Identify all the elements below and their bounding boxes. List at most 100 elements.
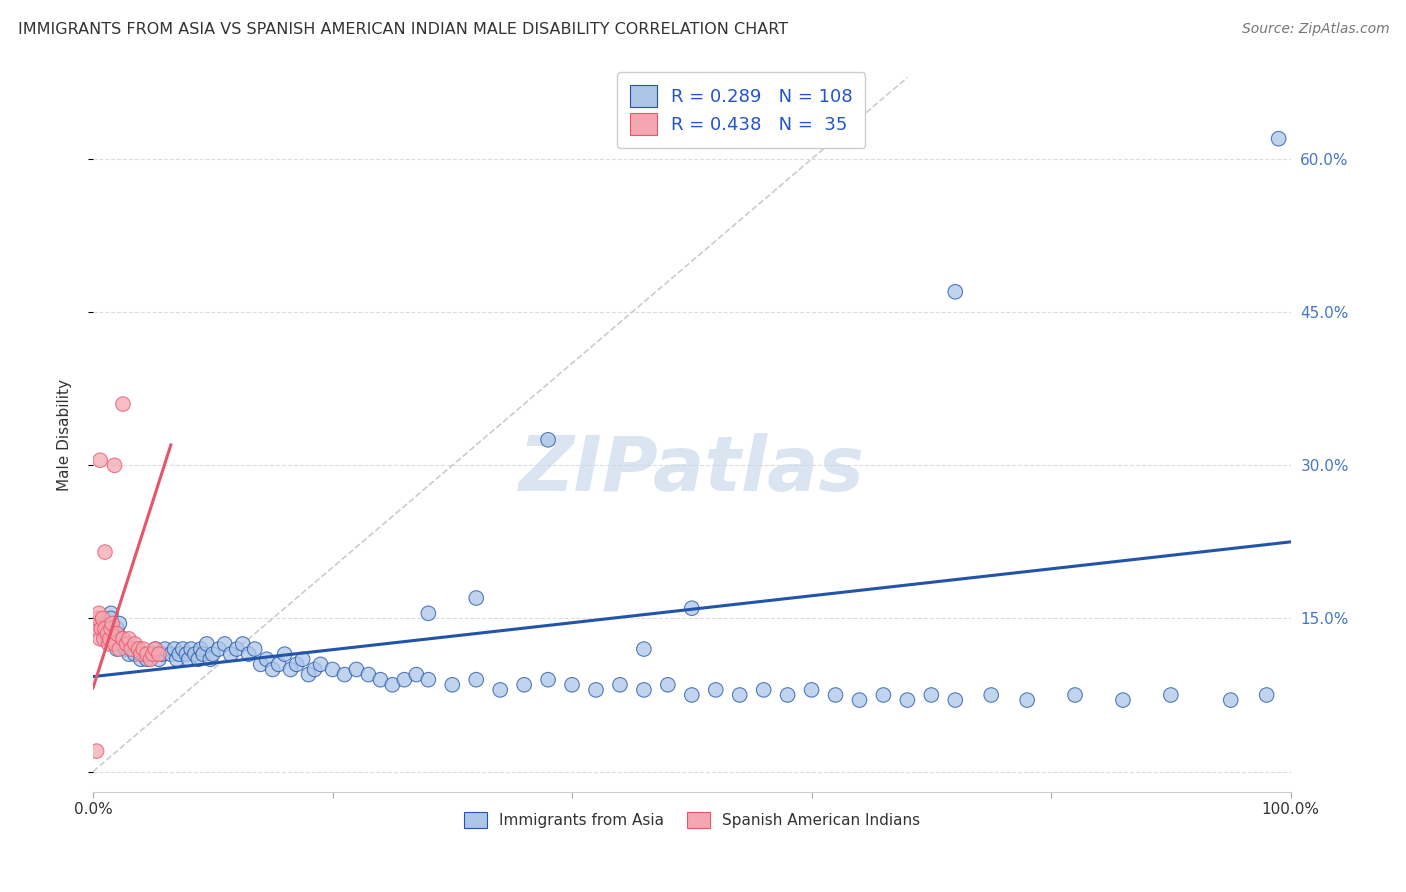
Point bbox=[100, 622, 122, 636]
Point bbox=[441, 678, 464, 692]
Point bbox=[89, 632, 111, 646]
Point bbox=[103, 632, 125, 646]
Point bbox=[120, 642, 142, 657]
Point bbox=[97, 622, 120, 636]
Point bbox=[128, 642, 150, 657]
Point bbox=[177, 652, 200, 666]
Point bbox=[105, 626, 128, 640]
Point bbox=[187, 652, 209, 666]
Point bbox=[322, 663, 344, 677]
Point bbox=[120, 642, 142, 657]
Point bbox=[176, 647, 198, 661]
Point bbox=[118, 632, 141, 646]
Point bbox=[291, 652, 314, 666]
Point bbox=[180, 642, 202, 657]
Point bbox=[129, 652, 152, 666]
Point bbox=[142, 647, 165, 661]
Point bbox=[139, 652, 162, 666]
Point bbox=[309, 657, 332, 672]
Point bbox=[91, 611, 114, 625]
Point bbox=[97, 637, 120, 651]
Point bbox=[93, 632, 115, 646]
Point bbox=[1219, 693, 1241, 707]
Point bbox=[190, 642, 212, 657]
Point bbox=[225, 642, 247, 657]
Point bbox=[91, 622, 114, 636]
Point bbox=[267, 657, 290, 672]
Point bbox=[657, 678, 679, 692]
Point bbox=[160, 647, 183, 661]
Point bbox=[943, 285, 966, 299]
Point bbox=[166, 652, 188, 666]
Point bbox=[609, 678, 631, 692]
Y-axis label: Male Disability: Male Disability bbox=[58, 379, 72, 491]
Point bbox=[90, 622, 112, 636]
Point bbox=[633, 682, 655, 697]
Point bbox=[103, 637, 125, 651]
Point bbox=[193, 647, 215, 661]
Point bbox=[153, 642, 176, 657]
Point bbox=[135, 652, 157, 666]
Point bbox=[118, 647, 141, 661]
Point bbox=[848, 693, 870, 707]
Point bbox=[304, 663, 326, 677]
Point bbox=[232, 637, 254, 651]
Point bbox=[346, 663, 368, 677]
Point bbox=[561, 678, 583, 692]
Point bbox=[135, 647, 157, 661]
Point bbox=[148, 652, 170, 666]
Point bbox=[297, 667, 319, 681]
Point bbox=[943, 693, 966, 707]
Point bbox=[243, 642, 266, 657]
Point bbox=[537, 673, 560, 687]
Legend: Immigrants from Asia, Spanish American Indians: Immigrants from Asia, Spanish American I… bbox=[457, 806, 927, 834]
Point bbox=[214, 637, 236, 651]
Point bbox=[357, 667, 380, 681]
Point bbox=[1112, 693, 1135, 707]
Point bbox=[513, 678, 536, 692]
Point bbox=[285, 657, 308, 672]
Point bbox=[87, 616, 110, 631]
Point bbox=[143, 642, 166, 657]
Point bbox=[219, 647, 242, 661]
Text: IMMIGRANTS FROM ASIA VS SPANISH AMERICAN INDIAN MALE DISABILITY CORRELATION CHAR: IMMIGRANTS FROM ASIA VS SPANISH AMERICAN… bbox=[18, 22, 789, 37]
Point bbox=[101, 616, 124, 631]
Point bbox=[333, 667, 356, 681]
Point bbox=[489, 682, 512, 697]
Point bbox=[1267, 131, 1289, 145]
Point bbox=[537, 433, 560, 447]
Point bbox=[114, 642, 136, 657]
Point bbox=[405, 667, 427, 681]
Point bbox=[148, 647, 170, 661]
Point bbox=[465, 591, 488, 605]
Point bbox=[101, 622, 124, 636]
Point bbox=[262, 663, 284, 677]
Point bbox=[585, 682, 607, 697]
Point bbox=[111, 397, 134, 411]
Point bbox=[633, 642, 655, 657]
Point bbox=[94, 622, 117, 636]
Point bbox=[1064, 688, 1087, 702]
Point bbox=[370, 673, 392, 687]
Point bbox=[124, 647, 146, 661]
Point bbox=[172, 642, 194, 657]
Point bbox=[208, 642, 231, 657]
Point bbox=[94, 545, 117, 559]
Point bbox=[752, 682, 775, 697]
Point bbox=[896, 693, 918, 707]
Point bbox=[418, 673, 440, 687]
Point bbox=[132, 642, 155, 657]
Point bbox=[465, 673, 488, 687]
Point bbox=[184, 647, 207, 661]
Point bbox=[776, 688, 799, 702]
Point bbox=[381, 678, 404, 692]
Point bbox=[681, 688, 703, 702]
Point bbox=[1256, 688, 1278, 702]
Point bbox=[100, 607, 122, 621]
Point bbox=[238, 647, 260, 661]
Point bbox=[115, 637, 138, 651]
Point bbox=[704, 682, 727, 697]
Text: Source: ZipAtlas.com: Source: ZipAtlas.com bbox=[1241, 22, 1389, 37]
Point bbox=[256, 652, 278, 666]
Point bbox=[105, 622, 128, 636]
